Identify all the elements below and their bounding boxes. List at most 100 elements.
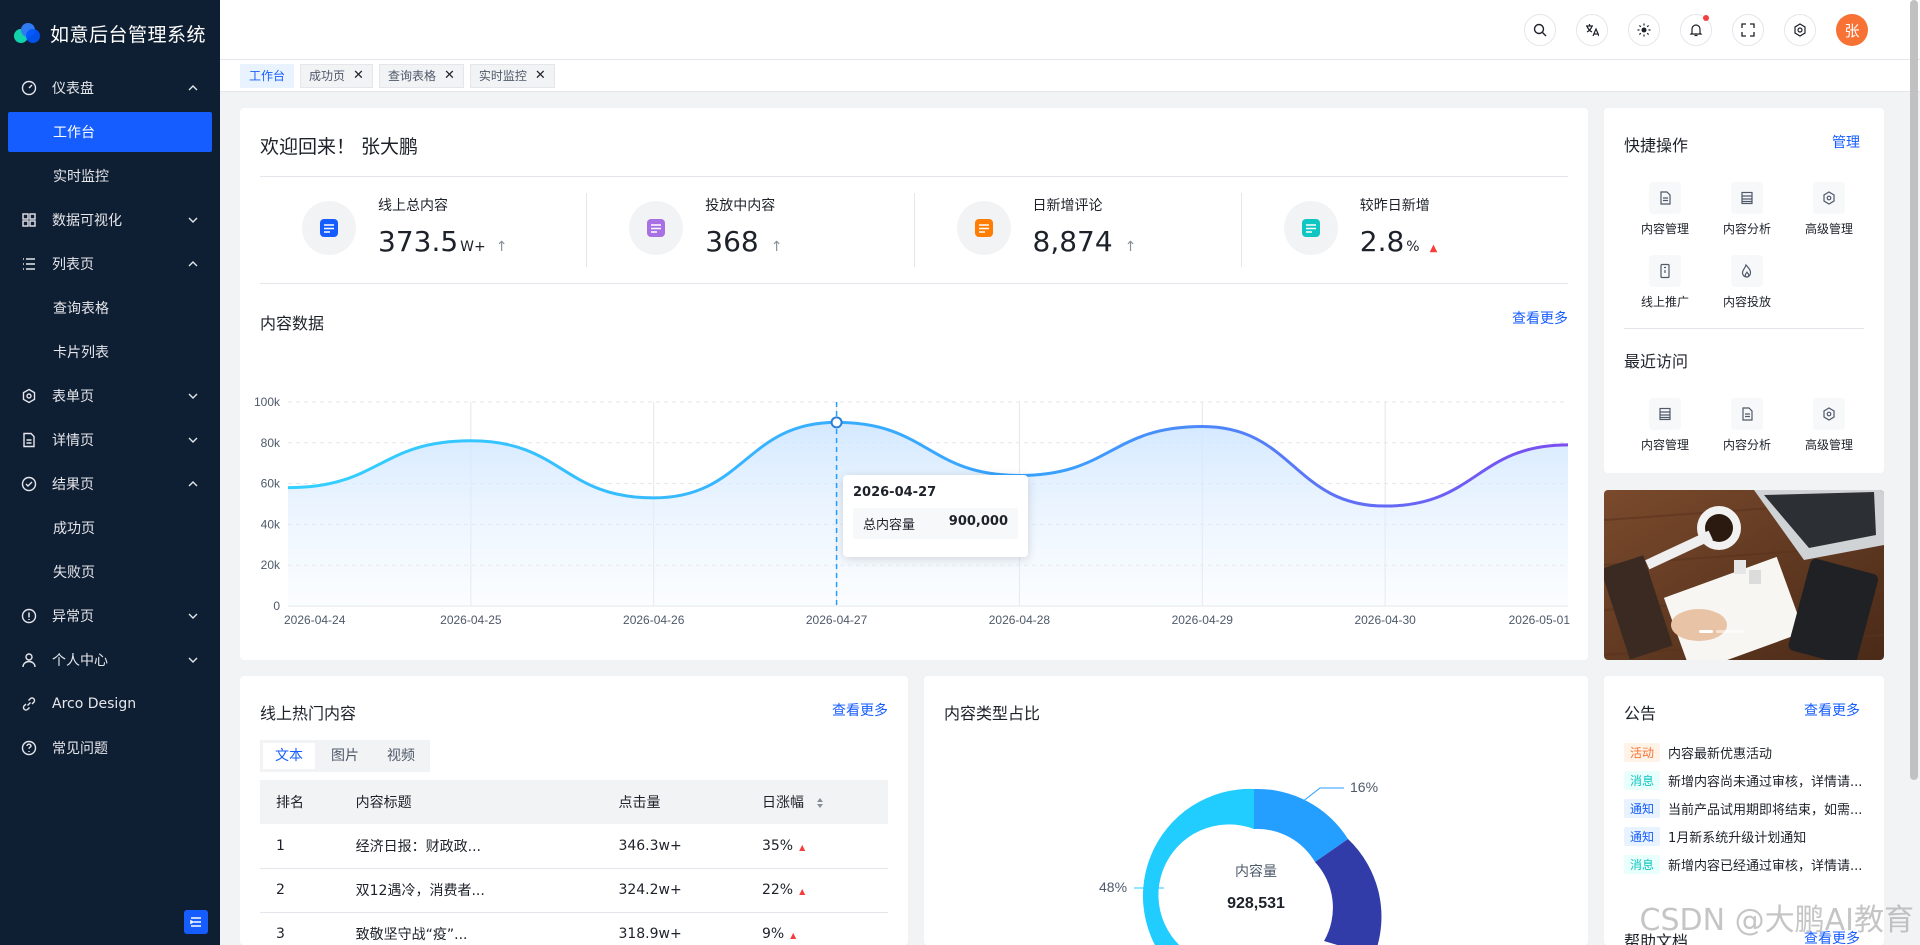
- stat-icon: [302, 201, 356, 255]
- donut-slice-cyan[interactable]: [1143, 788, 1254, 945]
- content-chart-more-link[interactable]: 查看更多: [1512, 311, 1568, 327]
- help-docs-more-link[interactable]: 查看更多: [1804, 931, 1860, 945]
- settings-icon: [1813, 398, 1845, 430]
- brand[interactable]: 如意后台管理系统: [0, 0, 220, 66]
- collapse-sidebar-button[interactable]: [184, 910, 208, 934]
- column-header-label: 内容标题: [355, 795, 412, 811]
- language-button[interactable]: [1576, 14, 1608, 46]
- workbench-card: 欢迎回来！ 张大鹏 线上总内容 373.5 W+ ↑ 投放中内容 368 ↑ 日新增评论 8,8…: [240, 108, 1588, 660]
- column-header: 内容标题: [339, 780, 603, 824]
- quick-action-item[interactable]: 内容分析: [1706, 398, 1788, 453]
- caret-up-icon: ▲: [799, 842, 806, 852]
- quick-action-item[interactable]: 内容分析: [1706, 182, 1788, 237]
- sidebar-item-7[interactable]: 个人中心: [0, 638, 220, 682]
- sidebar-item-0[interactable]: 仪表盘: [0, 66, 220, 110]
- stat-unit: W+: [460, 239, 486, 255]
- content-chart-title: 内容数据: [260, 314, 325, 333]
- fullscreen-button[interactable]: [1732, 14, 1764, 46]
- sidebar-item-8[interactable]: Arco Design: [0, 682, 220, 726]
- mobile-icon: [1649, 255, 1681, 287]
- stat-label: 日新增评论: [1032, 198, 1103, 214]
- stats-row: 线上总内容 373.5 W+ ↑ 投放中内容 368 ↑ 日新增评论 8,874 ↑ 较昨日新增 2.…: [260, 176, 1568, 284]
- quick-manage-link[interactable]: 管理: [1832, 135, 1860, 151]
- sidebar-item-4[interactable]: 详情页: [0, 418, 220, 462]
- sidebar-item-label: 个人中心: [52, 653, 108, 669]
- bell-icon: [1689, 24, 1703, 37]
- watermark: CSDN @大鹏AI教育: [1639, 903, 1914, 938]
- tab-2[interactable]: 查询表格 ✕: [378, 63, 464, 88]
- segment-0[interactable]: 文本: [263, 743, 315, 769]
- sidebar-item-6[interactable]: 异常页: [0, 594, 220, 638]
- quick-action-item[interactable]: 高级管理: [1788, 398, 1870, 453]
- announcement-item[interactable]: 消息 新增内容尚未通过审核，详情请...: [1624, 766, 1868, 794]
- announcement-text: 新增内容尚未通过审核，详情请...: [1668, 774, 1863, 790]
- avatar[interactable]: 张: [1836, 14, 1868, 46]
- segment-2[interactable]: 视频: [387, 748, 415, 764]
- announcement-item[interactable]: 消息 新增内容已经通过审核，详情请...: [1624, 850, 1868, 878]
- highlight-point: [830, 416, 843, 429]
- table-row[interactable]: 2 双12遇冷，消费者... 324.2w+ 22% ▲: [260, 868, 888, 913]
- sidebar-item-1[interactable]: 数据可视化: [0, 198, 220, 242]
- banner-image: [1604, 490, 1884, 660]
- table-cell-rank: 3: [260, 912, 340, 945]
- quick-action-item[interactable]: 线上推广: [1624, 255, 1706, 310]
- announcement-item[interactable]: 通知 1月新系统升级计划通知: [1624, 822, 1868, 850]
- tab-1[interactable]: 成功页 ✕: [300, 63, 373, 88]
- sidebar-item-label: Arco Design: [52, 696, 137, 712]
- cell-text: 22%: [761, 882, 794, 898]
- submenu-item[interactable]: 实时监控: [53, 169, 109, 185]
- quick-action-label: 内容管理: [1640, 438, 1689, 452]
- sidebar-item-5[interactable]: 结果页: [0, 462, 220, 506]
- close-icon[interactable]: ✕: [353, 68, 364, 83]
- sidebar-item-9[interactable]: 常见问题: [0, 726, 220, 770]
- sidebar-item-3[interactable]: 表单页: [0, 374, 220, 418]
- close-icon[interactable]: ✕: [443, 68, 455, 83]
- banner-carousel[interactable]: [1604, 490, 1884, 660]
- submenu-item[interactable]: 卡片列表: [53, 345, 109, 361]
- app-title: 如意后台管理系统: [50, 23, 207, 46]
- quick-action-item[interactable]: 高级管理: [1788, 182, 1870, 237]
- table-row[interactable]: 1 经济日报：财政政... 346.3w+ 35% ▲: [260, 824, 888, 869]
- donut-slice-indigo[interactable]: [1315, 839, 1382, 945]
- theme-toggle-button[interactable]: [1628, 14, 1660, 46]
- segment-1[interactable]: 图片: [331, 748, 359, 764]
- announcement-text: 1月新系统升级计划通知: [1668, 830, 1807, 846]
- page-scrollbar[interactable]: [1910, 0, 1918, 780]
- table-cell-clicks: 318.9w+: [602, 912, 746, 945]
- submenu-item[interactable]: 查询表格: [53, 301, 109, 317]
- submenu-item[interactable]: 失败页: [53, 565, 95, 581]
- search-button[interactable]: [1524, 14, 1556, 46]
- sort-icon[interactable]: [804, 795, 824, 811]
- stat-value: 8,874: [1032, 225, 1113, 258]
- quick-action-item[interactable]: 内容管理: [1624, 398, 1706, 453]
- settings-button[interactable]: [1784, 14, 1816, 46]
- quick-action-item[interactable]: 内容管理: [1624, 182, 1706, 237]
- close-icon[interactable]: ✕: [534, 68, 546, 83]
- question-circle-icon: [20, 739, 38, 757]
- table-row[interactable]: 3 致敬坚守战“疫”... 318.9w+ 9% ▲: [260, 912, 888, 945]
- quick-action-item[interactable]: 内容投放: [1706, 255, 1788, 310]
- notification-button[interactable]: [1680, 14, 1712, 46]
- tab-label: 实时监控: [478, 69, 527, 83]
- announcement-item[interactable]: 活动 内容最新优惠活动: [1624, 738, 1868, 766]
- tab-label: 工作台: [249, 69, 286, 83]
- cell-text: 9%: [761, 926, 785, 942]
- check-circle-icon: [20, 475, 38, 493]
- tab-0[interactable]: 工作台: [240, 63, 295, 88]
- quick-actions-grid: 内容管理 内容分析 高级管理线上推广 内容投放: [1624, 182, 1870, 310]
- submenu-item[interactable]: 工作台: [8, 112, 212, 152]
- trend-up-icon: ↑: [495, 239, 508, 255]
- tab-3[interactable]: 实时监控 ✕: [469, 63, 555, 88]
- sidebar-item-2[interactable]: 列表页: [0, 242, 220, 286]
- submenu-item[interactable]: 成功页: [53, 521, 95, 537]
- sun-icon: [1637, 23, 1651, 37]
- exclamation-circle-icon: [20, 607, 38, 625]
- column-header[interactable]: 日涨幅: [745, 780, 888, 824]
- donut-slice-blue[interactable]: [1254, 788, 1348, 862]
- hot-content-more-link[interactable]: 查看更多: [832, 703, 888, 719]
- table-cell-rise: 9% ▲: [745, 912, 888, 945]
- announcement-more-link[interactable]: 查看更多: [1804, 703, 1860, 719]
- announcement-item[interactable]: 通知 当前产品试用期即将结束，如需...: [1624, 794, 1868, 822]
- chevron-down-icon: [186, 389, 200, 403]
- settings-icon: [20, 387, 38, 405]
